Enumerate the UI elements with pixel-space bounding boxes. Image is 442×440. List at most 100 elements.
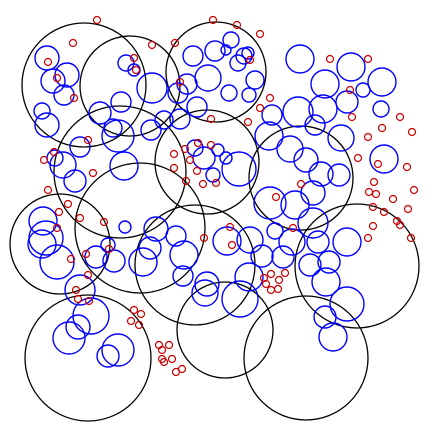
large-circle — [24, 294, 152, 422]
medium-circle — [117, 54, 135, 72]
medium-circle — [372, 100, 390, 118]
small-circle — [266, 269, 276, 279]
medium-circle — [304, 114, 326, 136]
small-circle — [52, 223, 62, 233]
small-circle — [266, 285, 276, 295]
small-circle — [232, 20, 242, 30]
medium-circle — [182, 45, 204, 67]
small-circle — [274, 275, 284, 285]
medium-circle — [27, 229, 57, 259]
small-circle — [49, 147, 59, 157]
small-circle — [255, 29, 265, 39]
medium-circle — [101, 333, 135, 367]
small-circle — [288, 223, 298, 233]
medium-circle — [220, 84, 238, 102]
medium-circle — [53, 84, 75, 106]
large-circle — [134, 204, 256, 326]
small-circle — [181, 176, 191, 186]
medium-circle — [285, 44, 315, 74]
small-circle — [71, 285, 81, 295]
medium-circle — [52, 321, 86, 355]
medium-circle — [219, 151, 233, 165]
small-circle — [379, 207, 389, 217]
small-circle — [407, 127, 417, 137]
medium-circle — [332, 227, 362, 257]
medium-circle — [355, 82, 371, 98]
medium-circle — [297, 207, 329, 239]
medium-circle — [271, 245, 295, 269]
small-circle — [193, 138, 203, 148]
medium-circle — [140, 119, 162, 141]
medium-circle — [261, 104, 283, 126]
small-circle — [280, 268, 290, 278]
medium-circle — [191, 279, 219, 307]
small-circle — [39, 155, 49, 165]
medium-circle — [136, 72, 168, 104]
small-circle — [363, 132, 373, 142]
large-circle — [74, 162, 206, 294]
small-circle — [192, 166, 202, 176]
medium-circle — [229, 54, 247, 72]
small-circle — [243, 117, 253, 127]
medium-circle — [293, 147, 319, 173]
large-circle — [248, 125, 354, 231]
medium-circle — [369, 144, 399, 174]
small-circle — [261, 279, 271, 289]
medium-circle — [128, 247, 158, 277]
medium-circle — [282, 96, 314, 128]
large-circle — [176, 281, 274, 379]
medium-circle — [138, 236, 162, 260]
medium-circle — [317, 250, 341, 274]
small-circle — [157, 354, 167, 364]
small-circle — [88, 168, 98, 178]
medium-circle — [298, 253, 322, 277]
small-circle — [81, 249, 91, 259]
small-circle — [92, 15, 102, 25]
medium-circle — [169, 108, 191, 130]
medium-circle — [33, 102, 51, 120]
medium-circle — [63, 169, 87, 193]
small-circle — [169, 163, 179, 173]
small-circle — [104, 244, 114, 254]
medium-circle — [34, 112, 60, 138]
large-circle — [9, 193, 111, 295]
small-circle — [185, 155, 195, 165]
small-circle — [180, 144, 190, 154]
small-circle — [368, 221, 378, 231]
medium-circle — [186, 139, 204, 157]
medium-circle — [336, 52, 366, 82]
medium-circle — [278, 228, 306, 256]
medium-circle — [186, 96, 208, 118]
medium-circle — [234, 262, 264, 292]
medium-circle — [211, 143, 225, 157]
medium-circle — [34, 45, 60, 71]
small-circle — [402, 162, 412, 172]
large-circle — [243, 295, 369, 421]
small-circle — [167, 354, 177, 364]
medium-circle — [310, 69, 340, 99]
small-circle — [131, 65, 141, 75]
medium-circle — [313, 305, 337, 329]
medium-circle — [64, 274, 96, 306]
small-circle — [171, 367, 181, 377]
small-circle — [377, 123, 387, 133]
medium-circle — [49, 151, 77, 179]
medium-circle — [254, 121, 284, 151]
small-circle — [245, 55, 255, 65]
small-circle — [199, 233, 209, 243]
medium-circle — [101, 119, 135, 153]
medium-circle — [102, 249, 126, 273]
small-circle — [43, 57, 53, 67]
small-circle — [84, 296, 94, 306]
small-circle — [363, 54, 373, 64]
small-circle — [83, 135, 93, 145]
medium-circle — [253, 186, 287, 220]
large-circle — [79, 35, 181, 137]
medium-circle — [40, 68, 66, 94]
small-circle — [164, 340, 174, 350]
medium-circle — [118, 220, 132, 234]
small-circle — [227, 240, 237, 250]
small-circle — [206, 114, 216, 124]
small-circle — [255, 103, 265, 113]
medium-circle — [266, 222, 284, 240]
